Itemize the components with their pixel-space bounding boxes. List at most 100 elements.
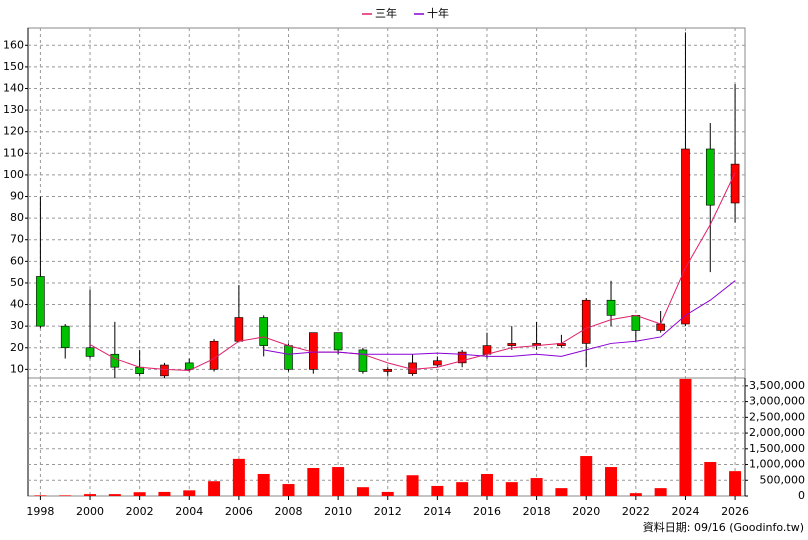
y-tick-label: 160 xyxy=(3,38,24,51)
x-tick-label: 2002 xyxy=(126,505,154,518)
y-tick-label: 1,000,000 xyxy=(749,458,805,471)
volume-bar xyxy=(555,488,568,496)
y-tick-label: 120 xyxy=(3,125,24,138)
volume-bar xyxy=(580,456,593,496)
candle-body xyxy=(631,315,641,331)
x-tick-label: 2000 xyxy=(76,505,104,518)
plot-area xyxy=(27,27,746,497)
candle-body xyxy=(110,353,120,368)
candle-body xyxy=(681,148,690,325)
y-tick-label: 70 xyxy=(10,233,24,246)
volume-bar xyxy=(629,493,642,496)
candle-body xyxy=(482,345,492,355)
x-tick-label: 2018 xyxy=(523,505,551,518)
y-tick-label: 0 xyxy=(798,489,805,502)
volume-bar xyxy=(133,492,146,496)
candle-body xyxy=(433,360,442,366)
x-tick-label: 2026 xyxy=(721,505,749,518)
volume-bar xyxy=(108,494,121,496)
candle-body xyxy=(730,163,740,204)
y-tick-label: 60 xyxy=(10,254,24,267)
y-tick-label: 90 xyxy=(10,190,24,203)
candle-body xyxy=(383,369,393,372)
y-tick-label: 40 xyxy=(10,298,24,311)
y-tick-label: 50 xyxy=(10,276,24,289)
y-tick-label: 2,000,000 xyxy=(749,426,805,439)
candle-body xyxy=(135,366,144,374)
candle-body xyxy=(705,148,715,206)
y-tick-label: 80 xyxy=(10,211,24,224)
x-tick-label: 2014 xyxy=(423,505,451,518)
volume-bar xyxy=(332,467,345,496)
ma-line xyxy=(263,280,736,357)
y-tick-label: 2,500,000 xyxy=(749,410,805,423)
y-tick-label: 500,000 xyxy=(760,473,806,486)
x-tick-label: 2006 xyxy=(225,505,253,518)
volume-bar xyxy=(208,481,221,496)
x-tick-label: 2004 xyxy=(175,505,203,518)
y-tick-label: 110 xyxy=(3,146,24,159)
volume-bar xyxy=(183,490,196,496)
volume-bar xyxy=(59,495,72,496)
volume-bar xyxy=(729,471,742,496)
volume-bar xyxy=(232,458,245,496)
y-tick-label: 1,500,000 xyxy=(749,442,805,455)
legend-label: 十年 xyxy=(427,6,449,20)
x-tick-label: 2008 xyxy=(275,505,303,518)
candle-body xyxy=(457,351,467,364)
candle-body xyxy=(259,317,268,346)
volume-bar xyxy=(456,482,469,496)
candle-body xyxy=(184,362,194,370)
volume-bar xyxy=(654,488,667,496)
volume-bar xyxy=(307,467,320,496)
volume-bar xyxy=(704,462,717,496)
candle-body xyxy=(656,323,665,331)
volume-bar xyxy=(530,478,543,496)
candle-body xyxy=(333,332,343,351)
candle-body xyxy=(581,299,591,344)
candle-body xyxy=(60,325,70,349)
y-tick-label: 20 xyxy=(10,341,24,354)
volume-bar xyxy=(505,482,518,496)
volume-bar xyxy=(257,473,270,496)
x-tick-label: 1998 xyxy=(26,505,54,518)
volume-bar xyxy=(480,473,493,496)
candle-body xyxy=(284,345,293,370)
y-tick-label: 10 xyxy=(10,362,24,375)
volume-bar xyxy=(34,495,47,496)
volume-bar xyxy=(282,484,295,496)
volume-bar xyxy=(406,475,419,496)
y-tick-label: 130 xyxy=(3,103,24,116)
y-tick-label: 30 xyxy=(10,319,24,332)
x-tick-label: 2024 xyxy=(671,505,699,518)
x-tick-label: 2016 xyxy=(473,505,501,518)
candle-body xyxy=(36,276,45,327)
candle-body xyxy=(358,349,368,372)
volume-bar xyxy=(84,494,97,496)
volume-bar xyxy=(605,467,618,496)
candle-body xyxy=(507,343,517,346)
legend-label: 三年 xyxy=(375,6,397,20)
candle-body xyxy=(209,340,219,370)
volume-bar xyxy=(158,491,171,496)
y-tick-label: 3,500,000 xyxy=(749,379,805,392)
candle-body xyxy=(85,347,95,357)
y-tick-label: 150 xyxy=(3,60,24,73)
volume-bar xyxy=(679,378,692,496)
y-tick-label: 3,000,000 xyxy=(749,395,805,408)
y-tick-label: 100 xyxy=(3,168,24,181)
volume-bar xyxy=(381,491,394,496)
y-tick-label: 140 xyxy=(3,81,24,94)
x-tick-label: 2020 xyxy=(572,505,600,518)
x-tick-label: 2010 xyxy=(324,505,352,518)
footer: 資料日期: 09/16 (Goodinfo.tw) xyxy=(643,520,804,534)
x-tick-label: 2022 xyxy=(622,505,650,518)
x-tick-label: 2012 xyxy=(374,505,402,518)
candle-body xyxy=(234,317,244,342)
candle-body xyxy=(606,299,616,316)
ma-line xyxy=(89,172,736,371)
candle-body xyxy=(160,364,169,377)
volume-bar xyxy=(356,487,369,496)
volume-bar xyxy=(431,485,444,496)
